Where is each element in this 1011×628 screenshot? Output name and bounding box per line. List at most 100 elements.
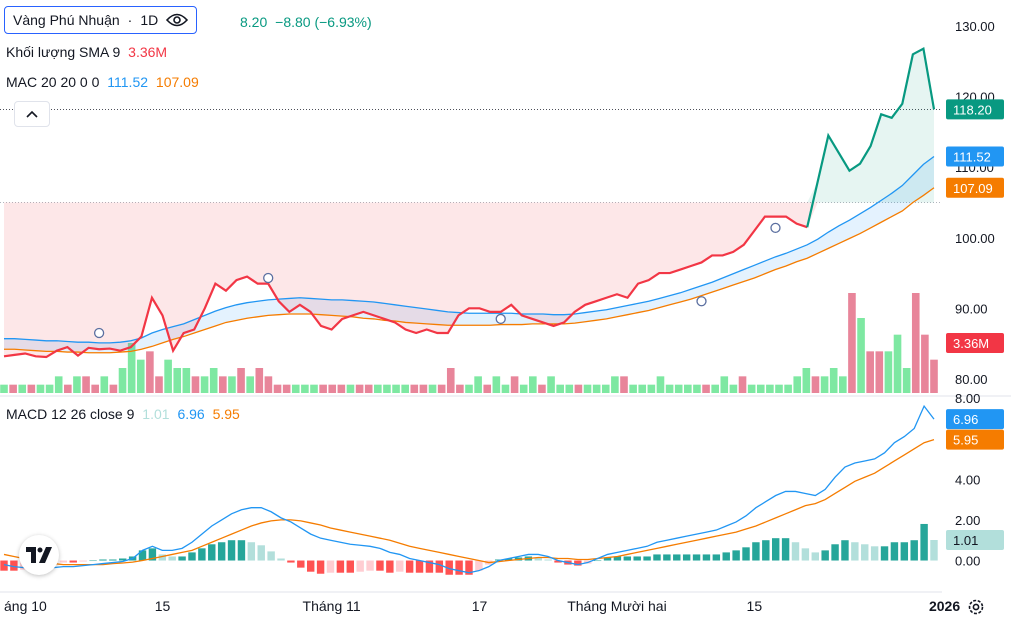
macd-histogram-bar <box>554 560 562 563</box>
macd-histogram-bar <box>0 560 8 571</box>
volume-bar <box>756 384 765 393</box>
gear-icon[interactable] <box>966 597 986 617</box>
event-marker <box>696 296 707 307</box>
macd-histogram-bar <box>831 544 839 561</box>
volume-bar <box>902 368 911 393</box>
last-price-prefix: 8.20 <box>240 14 268 30</box>
volume-bar <box>820 376 829 393</box>
macd-histogram-bar <box>366 560 374 571</box>
volume-bar <box>383 384 391 393</box>
volume-legend: Khối lượng SMA 9 3.36M <box>6 44 171 60</box>
macd-histogram-bar <box>376 560 384 571</box>
symbol-name: Vàng Phú Nhuận <box>13 12 120 28</box>
macd-histogram-bar <box>69 560 77 563</box>
mac-legend-upper: 111.52 <box>107 74 149 90</box>
volume-legend-label: Khối lượng SMA 9 <box>6 44 121 60</box>
volume-bar <box>884 351 893 393</box>
event-marker <box>263 272 274 284</box>
volume-bar <box>437 384 446 393</box>
mac-upper-tag-bg <box>946 146 1004 167</box>
macd-histogram-bar <box>198 548 206 561</box>
symbol-interval: 1D <box>140 12 159 28</box>
volume-bar <box>839 376 847 393</box>
volume-bar <box>547 376 555 393</box>
volume-legend-value: 3.36M <box>128 44 168 60</box>
volume-bar <box>693 384 701 393</box>
volume-bar <box>255 368 264 393</box>
macd-histogram-bar <box>79 560 87 562</box>
volume-bar <box>36 384 45 393</box>
volume-bar <box>73 376 81 393</box>
tradingview-logo-icon <box>26 547 52 563</box>
macd-histogram-bar <box>930 540 938 561</box>
volume-bar <box>911 293 920 393</box>
volume-bar <box>583 384 592 393</box>
event-marker <box>770 222 781 234</box>
volume-bar <box>100 376 109 393</box>
macd-histogram-bar <box>692 554 701 561</box>
macd-histogram-bar <box>188 552 196 561</box>
time-tick-label: 15 <box>747 598 763 614</box>
volume-bar <box>893 334 902 393</box>
macd-histogram-bar <box>574 560 582 566</box>
macd-histogram-bar <box>89 560 97 562</box>
macd-histogram-bar <box>663 554 671 561</box>
volume-bar <box>91 384 99 393</box>
volume-bar <box>811 376 820 393</box>
volume-tag: 3.36M <box>953 336 989 351</box>
macd-histogram-bar <box>287 560 295 563</box>
volume-bar <box>27 384 36 393</box>
macd-tick-label: 2.00 <box>955 513 980 528</box>
price-tick-label: 90.00 <box>955 301 988 316</box>
macd-histogram-bar <box>435 560 444 573</box>
collapse-legend-button[interactable] <box>14 101 50 127</box>
macd-histogram-bar <box>653 554 661 561</box>
volume-bar <box>219 376 227 393</box>
volume-bar <box>173 368 182 393</box>
macd-histogram-bar <box>119 558 127 561</box>
macd-histogram-bar <box>910 540 918 561</box>
volume-bar <box>702 384 710 393</box>
volume-bar <box>465 384 473 393</box>
volume-bar <box>45 384 54 393</box>
macd-histogram-bar <box>10 560 18 571</box>
volume-bar <box>0 384 8 393</box>
macd-histogram-bar <box>801 548 810 561</box>
symbol-box[interactable]: Vàng Phú Nhuận · 1D <box>4 6 198 34</box>
macd-histogram-bar <box>415 560 424 573</box>
macd-legend: MACD 12 26 close 9 1.01 6.96 5.95 <box>6 406 244 422</box>
time-tick-label: 15 <box>155 598 171 614</box>
volume-bar <box>930 359 938 393</box>
volume-bar <box>474 376 482 393</box>
mac-lower-tag: 107.09 <box>953 181 993 196</box>
volume-bar <box>574 384 583 393</box>
last-price-change: −8.80 (−6.93%) <box>275 14 372 30</box>
histogram-tag-bg <box>946 530 1004 551</box>
price-below-baseline-fill <box>4 202 934 358</box>
volume-bar <box>647 384 656 393</box>
volume-bar <box>875 351 884 393</box>
macd-histogram-bar <box>386 560 394 573</box>
macd-histogram-bar <box>138 550 147 561</box>
eye-icon[interactable] <box>166 13 189 27</box>
volume-bar <box>793 376 802 393</box>
macd-histogram-bar <box>148 548 157 561</box>
last-price-tag-bg <box>946 99 1004 120</box>
macd-histogram-bar <box>613 556 622 561</box>
price-above-baseline-fill <box>4 48 934 203</box>
macd-histogram-bar <box>890 542 899 561</box>
volume-bar <box>720 376 729 393</box>
mac-legend-lower: 107.09 <box>155 74 199 90</box>
macd-histogram-bar <box>59 560 68 563</box>
volume-bar <box>237 368 245 393</box>
volume-bar <box>355 384 364 393</box>
tradingview-logo[interactable] <box>19 535 59 575</box>
macd-tag-bg <box>946 409 1004 430</box>
volume-bar <box>501 384 510 393</box>
time-tick-label: Tháng 11 <box>303 598 361 614</box>
volume-bar <box>328 384 337 393</box>
macd-histogram-bar <box>712 554 721 561</box>
volume-bar <box>18 384 27 393</box>
volume-bar <box>656 376 665 393</box>
